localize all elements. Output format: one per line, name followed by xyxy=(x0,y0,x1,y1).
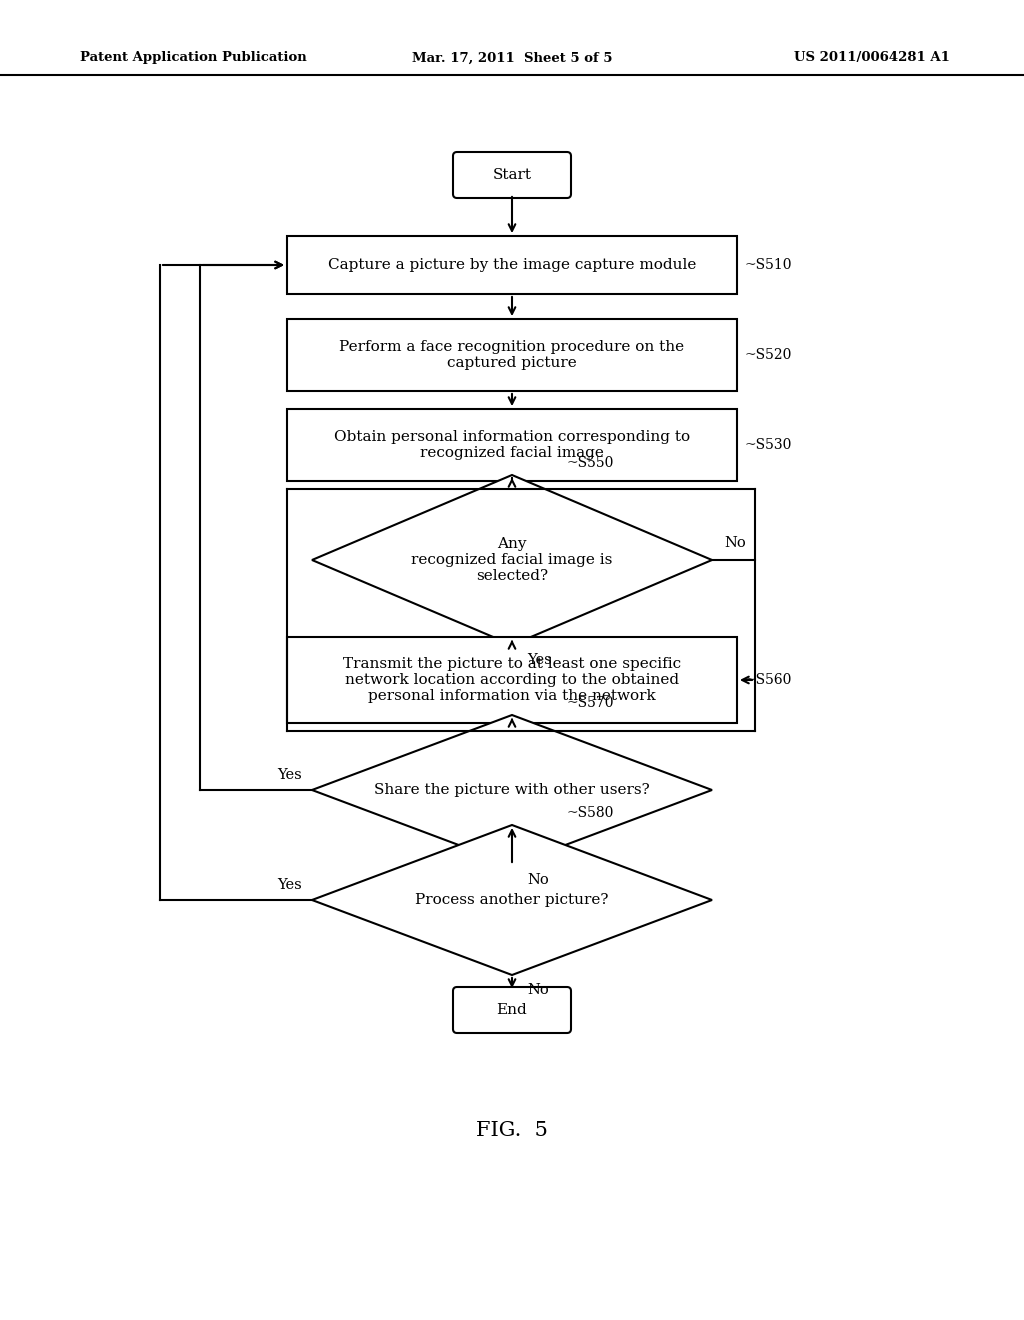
Text: ~S580: ~S580 xyxy=(567,807,614,820)
Text: Yes: Yes xyxy=(527,653,552,667)
FancyBboxPatch shape xyxy=(453,987,571,1034)
Text: Process another picture?: Process another picture? xyxy=(416,894,608,907)
Text: ~S550: ~S550 xyxy=(567,455,614,470)
Text: Transmit the picture to at least one specific
network location according to the : Transmit the picture to at least one spe… xyxy=(343,657,681,704)
Text: Mar. 17, 2011  Sheet 5 of 5: Mar. 17, 2011 Sheet 5 of 5 xyxy=(412,51,612,65)
Text: ~S560: ~S560 xyxy=(745,673,793,686)
Bar xyxy=(287,409,737,480)
Text: No: No xyxy=(527,983,549,997)
Text: Yes: Yes xyxy=(278,878,302,892)
Bar xyxy=(287,319,737,391)
Text: Perform a face recognition procedure on the
captured picture: Perform a face recognition procedure on … xyxy=(339,339,685,370)
Text: No: No xyxy=(724,536,745,550)
Polygon shape xyxy=(312,475,712,645)
Bar xyxy=(287,638,737,723)
Text: Obtain personal information corresponding to
recognized facial image: Obtain personal information correspondin… xyxy=(334,430,690,461)
Text: No: No xyxy=(527,873,549,887)
Text: Any
recognized facial image is
selected?: Any recognized facial image is selected? xyxy=(412,537,612,583)
Text: ~S530: ~S530 xyxy=(745,438,793,451)
Text: Patent Application Publication: Patent Application Publication xyxy=(80,51,307,65)
Polygon shape xyxy=(312,715,712,865)
Bar xyxy=(287,236,737,294)
Text: US 2011/0064281 A1: US 2011/0064281 A1 xyxy=(795,51,950,65)
Text: ~S520: ~S520 xyxy=(745,348,793,362)
Text: ~S570: ~S570 xyxy=(567,696,614,710)
FancyBboxPatch shape xyxy=(453,152,571,198)
Polygon shape xyxy=(312,825,712,975)
Text: FIG.  5: FIG. 5 xyxy=(476,1121,548,1139)
Text: Yes: Yes xyxy=(278,768,302,781)
Text: Capture a picture by the image capture module: Capture a picture by the image capture m… xyxy=(328,257,696,272)
Text: Start: Start xyxy=(493,168,531,182)
Text: ~S510: ~S510 xyxy=(745,257,793,272)
Text: End: End xyxy=(497,1003,527,1016)
Text: Share the picture with other users?: Share the picture with other users? xyxy=(374,783,650,797)
